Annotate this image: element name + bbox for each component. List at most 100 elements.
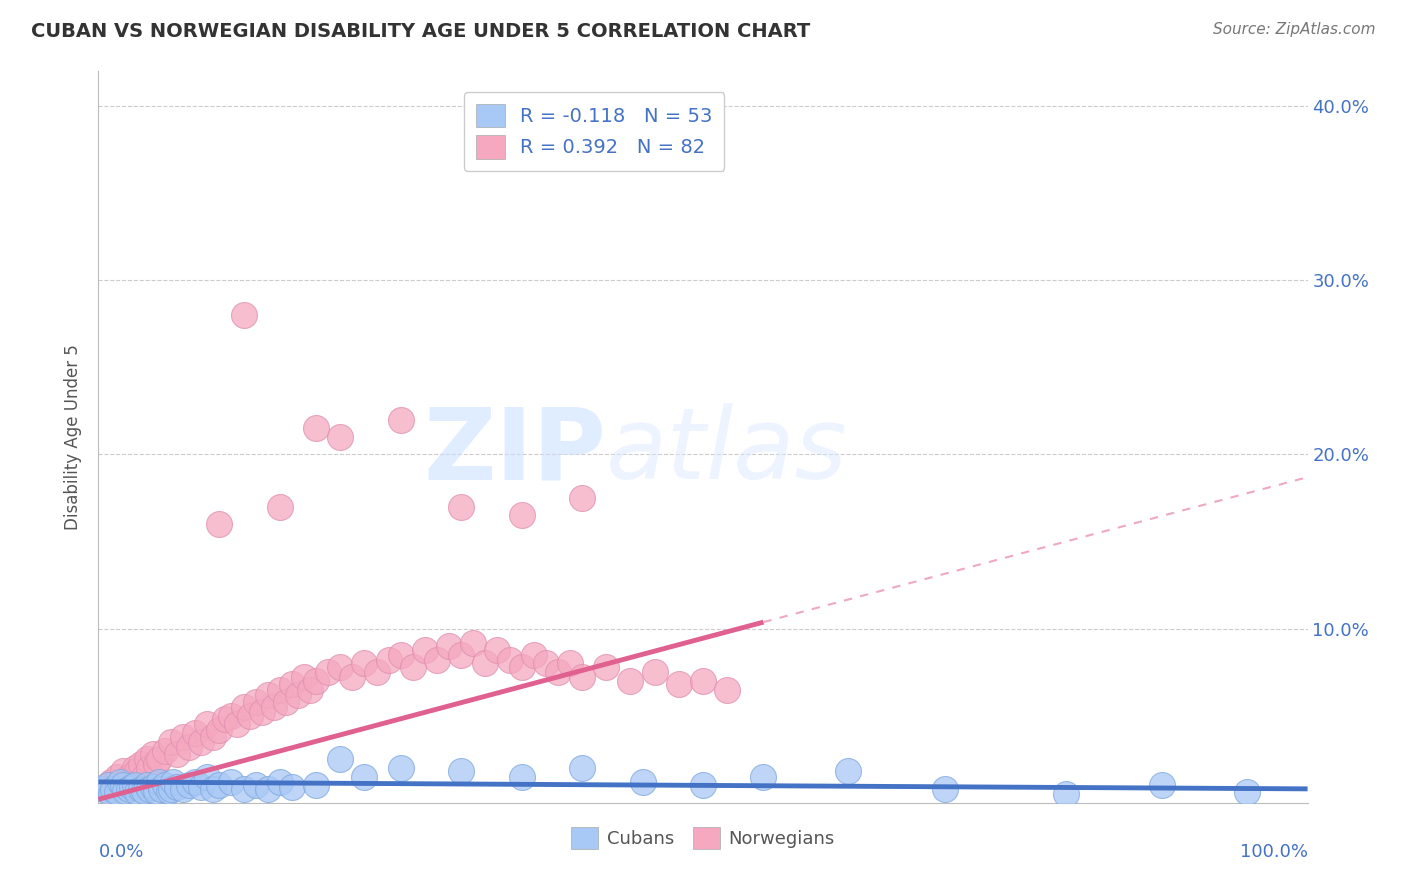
Point — [195, 770, 218, 784]
Point — [329, 430, 352, 444]
Point — [232, 308, 254, 322]
Point — [157, 783, 180, 797]
Point — [134, 783, 156, 797]
Point — [214, 712, 236, 726]
Point — [250, 705, 273, 719]
Point — [148, 775, 170, 789]
Point — [245, 778, 267, 792]
Point — [299, 682, 322, 697]
Text: 100.0%: 100.0% — [1240, 843, 1308, 861]
Point — [145, 783, 167, 797]
Point — [389, 412, 412, 426]
Point — [510, 508, 533, 523]
Point — [305, 673, 328, 688]
Point — [232, 781, 254, 796]
Point — [153, 743, 176, 757]
Point — [127, 785, 149, 799]
Point — [172, 781, 194, 796]
Point — [121, 780, 143, 794]
Point — [413, 642, 436, 657]
Point — [1054, 787, 1077, 801]
Point — [160, 735, 183, 749]
Point — [934, 781, 956, 796]
Y-axis label: Disability Age Under 5: Disability Age Under 5 — [65, 344, 83, 530]
Point — [101, 781, 124, 796]
Point — [127, 764, 149, 779]
Point — [450, 648, 472, 662]
Point — [377, 653, 399, 667]
Point — [510, 660, 533, 674]
Point — [208, 517, 231, 532]
Point — [510, 770, 533, 784]
Point — [105, 770, 128, 784]
Point — [166, 780, 188, 794]
Point — [124, 761, 146, 775]
Point — [135, 752, 157, 766]
Point — [571, 761, 593, 775]
Text: Source: ZipAtlas.com: Source: ZipAtlas.com — [1212, 22, 1375, 37]
Point — [105, 785, 128, 799]
Point — [752, 770, 775, 784]
Point — [93, 781, 115, 796]
Point — [118, 781, 141, 796]
Point — [153, 778, 176, 792]
Text: ZIP: ZIP — [423, 403, 606, 500]
Point — [450, 500, 472, 514]
Point — [239, 708, 262, 723]
Point — [202, 781, 225, 796]
Point — [305, 421, 328, 435]
Legend: Cubans, Norwegians: Cubans, Norwegians — [564, 820, 842, 856]
Point — [172, 730, 194, 744]
Point — [571, 670, 593, 684]
Point — [329, 752, 352, 766]
Point — [450, 764, 472, 779]
Point — [1152, 778, 1174, 792]
Point — [305, 778, 328, 792]
Point — [160, 781, 183, 796]
Point — [1236, 785, 1258, 799]
Point — [108, 775, 131, 789]
Point — [138, 781, 160, 796]
Point — [558, 657, 581, 671]
Point — [269, 775, 291, 789]
Point — [226, 717, 249, 731]
Point — [342, 670, 364, 684]
Point — [366, 665, 388, 680]
Point — [208, 723, 231, 737]
Point — [184, 726, 207, 740]
Point — [547, 665, 569, 680]
Point — [692, 778, 714, 792]
Point — [150, 781, 173, 796]
Point — [135, 778, 157, 792]
Point — [111, 778, 134, 792]
Point — [118, 770, 141, 784]
Point — [281, 780, 304, 794]
Point — [221, 708, 243, 723]
Point — [595, 660, 617, 674]
Point — [292, 670, 315, 684]
Point — [426, 653, 449, 667]
Point — [145, 757, 167, 772]
Point — [184, 775, 207, 789]
Point — [353, 770, 375, 784]
Point — [100, 775, 122, 789]
Point — [108, 778, 131, 792]
Point — [208, 778, 231, 792]
Point — [534, 657, 557, 671]
Point — [129, 781, 152, 796]
Point — [221, 775, 243, 789]
Point — [274, 695, 297, 709]
Point — [162, 775, 184, 789]
Point — [389, 648, 412, 662]
Point — [692, 673, 714, 688]
Point — [190, 735, 212, 749]
Point — [232, 700, 254, 714]
Point — [114, 783, 136, 797]
Point — [138, 761, 160, 775]
Point — [402, 660, 425, 674]
Point — [166, 747, 188, 761]
Point — [97, 778, 120, 792]
Point — [498, 653, 520, 667]
Point — [644, 665, 666, 680]
Point — [389, 761, 412, 775]
